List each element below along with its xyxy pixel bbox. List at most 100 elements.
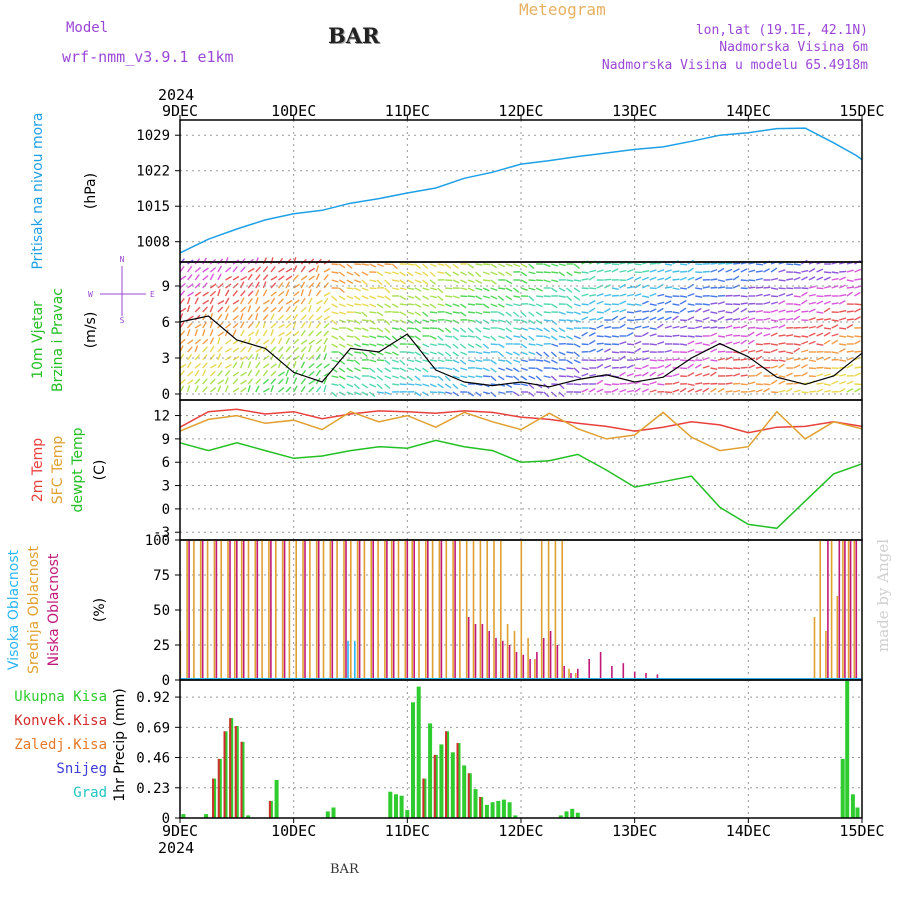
wind-barb: [717, 350, 726, 353]
wind-barb: [543, 271, 551, 274]
wind-barb: [589, 287, 597, 290]
precip-total-bar: [513, 815, 518, 818]
wind-barb: [657, 293, 665, 297]
wind-barb: [573, 375, 581, 379]
wind-barb: [262, 314, 269, 321]
wind-barb: [187, 274, 193, 281]
wind-barb: [581, 388, 589, 393]
wind-barb: [331, 327, 339, 331]
wind-barb: [543, 327, 550, 333]
wind-barb: [793, 374, 801, 377]
wind-barb: [778, 363, 785, 369]
wind-barb: [437, 271, 445, 274]
wind-barb: [801, 371, 808, 377]
low-cloud-axis-label: Niska Oblacnost: [46, 553, 62, 666]
wind-barb: [808, 340, 816, 345]
wind-barb: [369, 311, 377, 314]
wind-barb: [194, 267, 202, 273]
wind-barb: [232, 275, 240, 281]
wind-barb: [194, 338, 202, 345]
wind-barb: [262, 306, 269, 313]
wind-barb: [581, 311, 589, 314]
wind-barb: [808, 367, 816, 370]
wind-barb: [285, 275, 293, 281]
wind-barb: [649, 381, 657, 385]
wind-barb: [535, 319, 543, 325]
wind-barb: [247, 305, 252, 313]
wind-barb: [262, 274, 269, 281]
wind-barb: [391, 351, 399, 356]
wind-barb: [308, 354, 315, 361]
wind-barb: [536, 359, 544, 362]
wind-barb: [187, 315, 194, 321]
wind-barb: [611, 351, 619, 354]
wind-barb: [831, 358, 839, 361]
wind-barb: [407, 295, 415, 299]
wind-barb: [854, 278, 862, 281]
wind-barb: [512, 375, 520, 381]
wind-barb: [202, 282, 208, 289]
wind-barb: [459, 343, 467, 350]
wind-barb: [596, 342, 604, 345]
precip-conv-bar: [479, 797, 482, 818]
wind-barb: [407, 383, 415, 386]
wind-barb: [483, 351, 491, 354]
wind-barb: [604, 383, 612, 386]
wind-barb: [293, 313, 299, 321]
wind-barb: [505, 359, 512, 365]
wind-barb: [816, 324, 824, 329]
wind-barb: [573, 319, 581, 323]
wind-barb: [247, 282, 254, 289]
wind-barb: [551, 367, 559, 370]
wind-barb: [710, 319, 718, 322]
precip-total-bar: [496, 800, 501, 818]
wind-barb: [475, 351, 483, 355]
wind-barb: [437, 343, 445, 346]
wind-barb: [626, 373, 634, 377]
wind-barb: [323, 330, 330, 337]
wind-barb: [187, 353, 193, 361]
wind-barb: [816, 373, 824, 377]
wind-barb: [816, 388, 824, 393]
wind-barb: [634, 318, 642, 321]
wind-barb: [717, 286, 726, 289]
wind-barb: [725, 374, 733, 377]
cloud-series-1: [188, 540, 858, 680]
wind-barb: [232, 355, 240, 361]
wind-barb: [770, 365, 778, 369]
wind-barb: [520, 327, 528, 331]
precip-conv-bar: [223, 731, 226, 818]
wind-barb: [566, 303, 573, 309]
wind-barb: [801, 349, 809, 353]
wind-barb: [793, 308, 801, 313]
wind-barb: [384, 271, 392, 275]
wind-barb: [467, 327, 474, 333]
wind-barb: [338, 335, 346, 341]
wind-barb: [239, 313, 244, 321]
wind-barb: [399, 311, 407, 316]
wind-barb: [247, 290, 254, 297]
wind-barb: [823, 285, 832, 289]
wind-barb: [770, 319, 779, 322]
wind-barb: [217, 331, 225, 337]
wind-barb: [202, 346, 208, 353]
wind-barb: [217, 313, 223, 321]
wind-barb: [770, 277, 779, 281]
wind-barb: [740, 339, 747, 345]
wind-barb: [854, 316, 861, 321]
wind-barb: [778, 350, 786, 353]
wind-barb: [338, 271, 346, 277]
wind-barb: [695, 319, 703, 323]
wind-barb: [361, 263, 369, 266]
wind-barb: [725, 311, 733, 314]
wind-barb: [225, 323, 232, 329]
wind-barb: [687, 310, 695, 313]
wind-barb: [429, 271, 436, 278]
wind-barb: [710, 367, 718, 370]
wind-barb: [755, 349, 763, 353]
wind-barb: [732, 275, 740, 281]
wind-barb: [376, 311, 384, 317]
wind-barb: [770, 287, 779, 290]
wind-barb: [528, 391, 535, 397]
wind-barb: [687, 372, 695, 377]
